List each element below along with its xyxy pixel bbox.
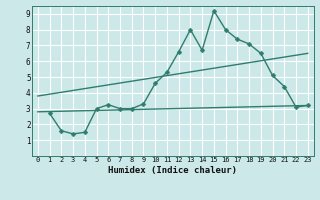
- X-axis label: Humidex (Indice chaleur): Humidex (Indice chaleur): [108, 166, 237, 175]
